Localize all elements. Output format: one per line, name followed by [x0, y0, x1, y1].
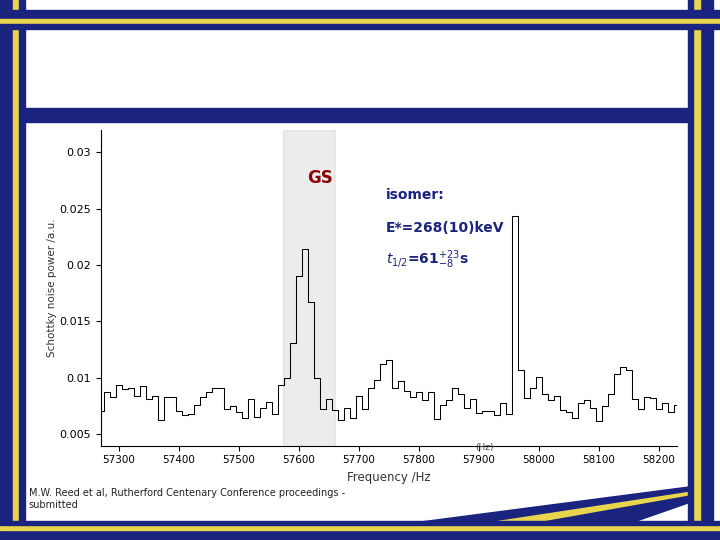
Text: M.W. Reed et al, Rutherford Centenary Conference proceedings -
submitted: M.W. Reed et al, Rutherford Centenary Co… — [29, 488, 345, 510]
Text: GS: GS — [307, 169, 333, 187]
X-axis label: Frequency /Hz: Frequency /Hz — [347, 471, 431, 484]
Polygon shape — [360, 486, 691, 529]
Text: $^{192}$Re: $^{192}$Re — [199, 51, 302, 87]
Text: isomer:: isomer: — [386, 188, 444, 202]
Text: Isomers in the Experimental
Storage Ring at GSI
-STORI’ 11: Isomers in the Experimental Storage Ring… — [416, 40, 649, 90]
Y-axis label: Schottky noise power /a.u.: Schottky noise power /a.u. — [47, 218, 57, 357]
Polygon shape — [499, 495, 691, 529]
Text: E*=268(10)keV: E*=268(10)keV — [386, 221, 504, 235]
Bar — [282, 130, 335, 446]
Polygon shape — [443, 491, 691, 529]
Text: UNIVERSITY OF: UNIVERSITY OF — [89, 47, 167, 56]
Text: (Hz): (Hz) — [475, 443, 494, 452]
Text: $t_{1/2}$=61$^{+23}_{-8}$s: $t_{1/2}$=61$^{+23}_{-8}$s — [386, 248, 469, 271]
Text: SURREY: SURREY — [89, 71, 158, 86]
FancyBboxPatch shape — [29, 36, 83, 102]
